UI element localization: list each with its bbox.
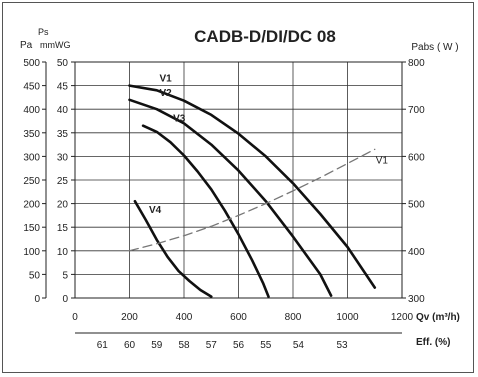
pa-tick-label: 500 — [23, 58, 40, 69]
grid-lines — [74, 61, 403, 299]
pa-tick-label: 200 — [23, 200, 40, 211]
efficiency-label: 53 — [336, 340, 348, 351]
series-label-v2: V2 — [160, 88, 173, 99]
x-axis-label: Qv (m³/h) — [416, 312, 460, 323]
efficiency-label: 58 — [178, 340, 190, 351]
pa-tick-label: 100 — [23, 247, 40, 258]
mmwg-tick-label: 10 — [57, 247, 69, 258]
efficiency-label: 61 — [97, 340, 109, 351]
efficiency-axis-label: Eff. (%) — [416, 337, 450, 348]
efficiency-label: 57 — [206, 340, 218, 351]
mmwg-tick-label: 15 — [57, 223, 69, 234]
power-tick-label: 600 — [408, 152, 425, 163]
efficiency-label: 59 — [151, 340, 163, 351]
power-axis-label: Pabs ( W ) — [411, 42, 458, 53]
ps-axis-symbol: Ps — [38, 27, 49, 37]
mmwg-tick-label: 5 — [62, 270, 68, 281]
pa-tick-label: 400 — [23, 105, 40, 116]
series-line-v1-power — [128, 148, 376, 252]
x-tick-label: 800 — [285, 312, 302, 323]
x-tick-label: 200 — [121, 312, 138, 323]
power-tick-label: 700 — [408, 105, 425, 116]
efficiency-label: 55 — [260, 340, 272, 351]
efficiency-label: 56 — [233, 340, 245, 351]
pa-tick-label: 50 — [29, 270, 41, 281]
x-tick-label: 0 — [72, 312, 78, 323]
series-label-v1: V1 — [376, 155, 389, 166]
pa-axis-unit: Pa — [20, 40, 33, 51]
series-layer: V1 V2 V3 V4 V1 — [128, 74, 389, 298]
series-label-v4: V4 — [149, 205, 162, 216]
pa-tick-label: 0 — [34, 294, 40, 305]
pa-tick-label: 150 — [23, 223, 40, 234]
chart-title: CADB-D/DI/DC 08 — [194, 27, 336, 46]
mmwg-tick-label: 40 — [57, 105, 69, 116]
mmwg-tick-label: 25 — [57, 176, 69, 187]
mmwg-tick-label: 30 — [57, 152, 69, 163]
power-tick-label: 800 — [408, 58, 425, 69]
power-tick-label: 300 — [408, 294, 425, 305]
efficiency-label: 60 — [124, 340, 136, 351]
efficiency-label: 54 — [293, 340, 305, 351]
series-line-v2 — [128, 98, 333, 297]
tick-labels: 0501001502002503003504004505000510152025… — [23, 58, 425, 351]
mmwg-tick-label: 45 — [57, 82, 69, 93]
series-line-v3 — [141, 124, 270, 298]
pa-tick-label: 350 — [23, 129, 40, 140]
series-label-v3: V3 — [173, 114, 186, 125]
pa-tick-label: 300 — [23, 152, 40, 163]
mmwg-tick-label: 35 — [57, 129, 69, 140]
series-label-v1: V1 — [160, 74, 173, 85]
power-tick-label: 500 — [408, 200, 425, 211]
x-tick-label: 400 — [176, 312, 193, 323]
mmwg-tick-label: 0 — [62, 294, 68, 305]
mmwg-tick-label: 50 — [57, 58, 69, 69]
pa-tick-label: 250 — [23, 176, 40, 187]
power-tick-label: 400 — [408, 247, 425, 258]
x-tick-label: 1200 — [391, 312, 414, 323]
mmwg-tick-label: 20 — [57, 200, 69, 211]
chart-frame — [2, 2, 474, 373]
axes — [42, 61, 406, 334]
mmwg-axis-unit: mmWG — [40, 40, 71, 50]
x-tick-label: 600 — [230, 312, 247, 323]
x-tick-label: 1000 — [336, 312, 359, 323]
series-line-v1 — [128, 84, 377, 289]
pa-tick-label: 450 — [23, 82, 40, 93]
series-line-v4 — [133, 199, 213, 298]
